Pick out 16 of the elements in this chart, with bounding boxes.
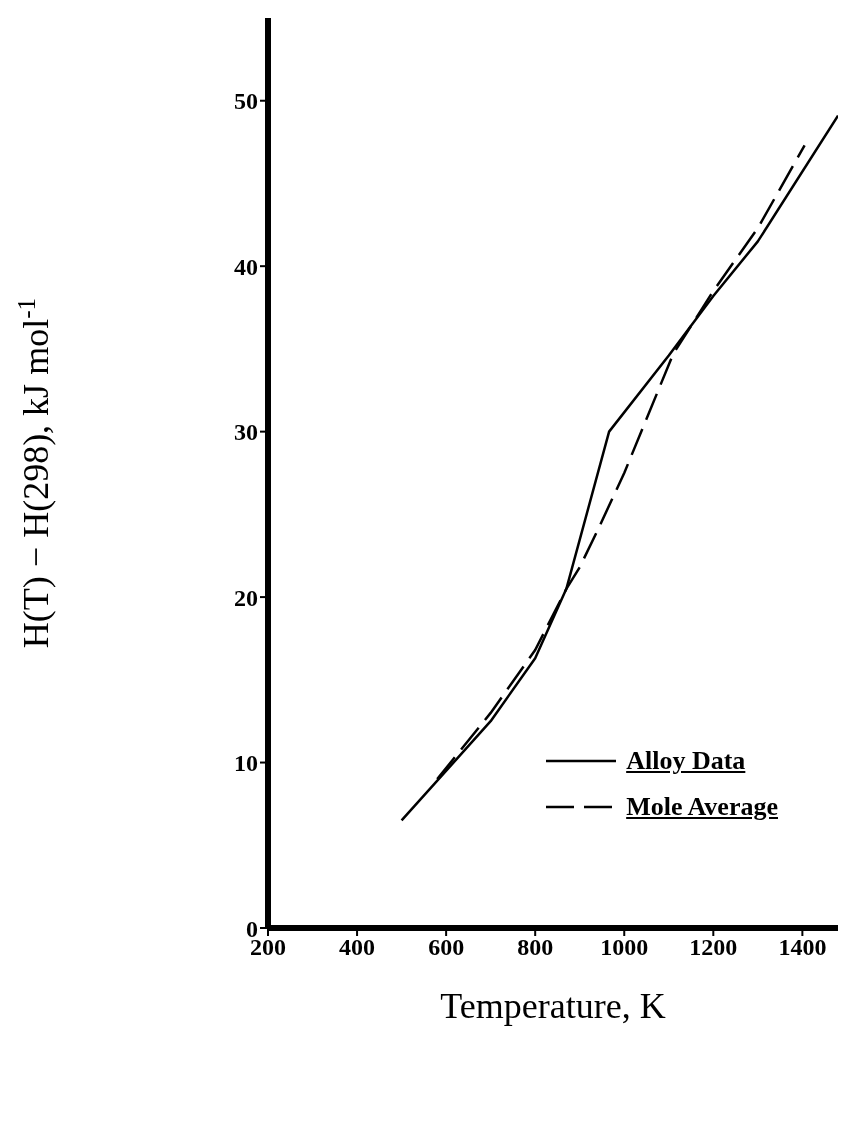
y-tick-label: 10 xyxy=(234,750,258,777)
x-tick-label: 400 xyxy=(339,934,376,961)
y-tick-label: 40 xyxy=(234,253,258,280)
x-tick-label: 1000 xyxy=(600,934,649,961)
x-axis-title: Temperature, K xyxy=(440,986,666,1026)
y-tick-label: 20 xyxy=(234,584,258,611)
y-tick-label: 50 xyxy=(234,88,258,115)
x-tick-label: 800 xyxy=(517,934,554,961)
line-series xyxy=(435,144,806,781)
x-tick-label: 1400 xyxy=(778,934,827,961)
line-series xyxy=(400,114,838,822)
y-tick-label: 30 xyxy=(234,419,258,446)
x-tick-label: 1200 xyxy=(689,934,738,961)
legend-label: Alloy Data xyxy=(626,746,746,776)
x-tick-label: 600 xyxy=(428,934,465,961)
legend-label: Mole Average xyxy=(626,792,778,822)
